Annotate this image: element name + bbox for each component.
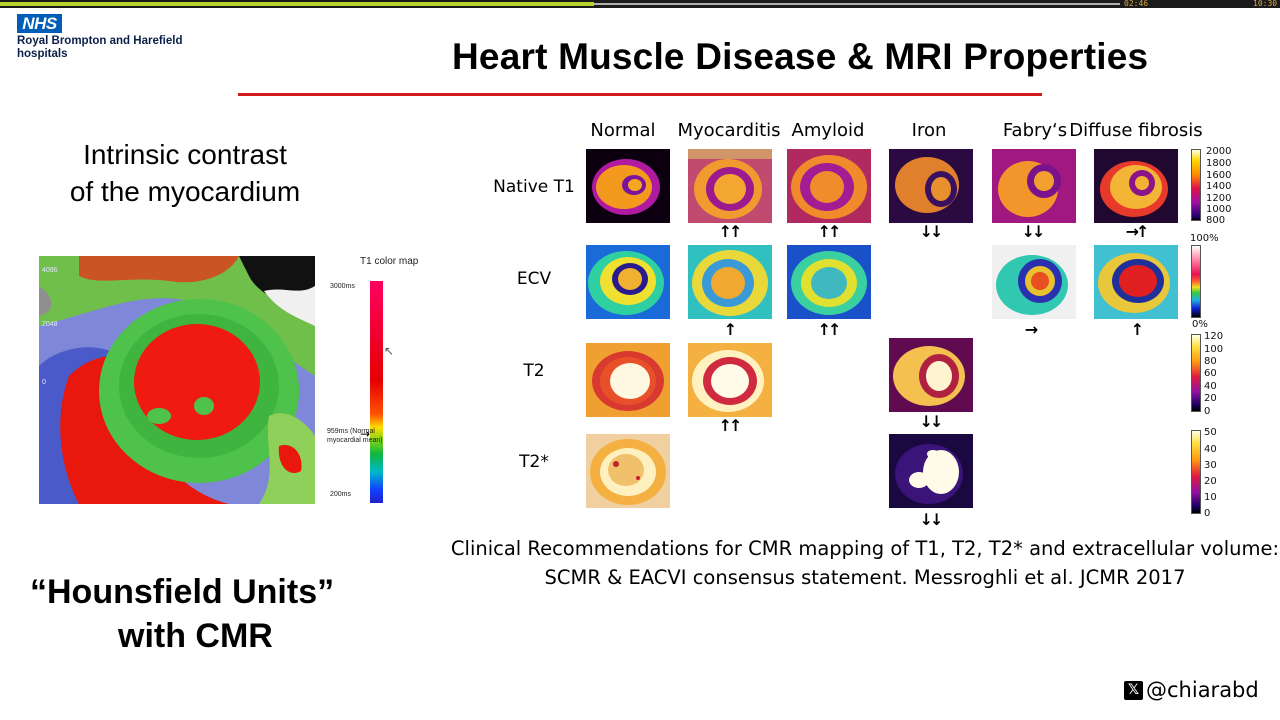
hounsfield-line2: with CMR [118,617,273,655]
arrow-up-up-icon: ↑↑ [718,416,743,435]
t2-star-scale-label: 40 [1204,444,1217,455]
t2-scale-label: 60 [1204,368,1217,379]
row-header-t2-star: T2* [519,452,549,472]
intrinsic-contrast-line2: of the myocardium [69,176,301,207]
arrow-down-down-icon: ↓↓ [919,510,944,529]
t2-scale-label: 100 [1204,344,1224,355]
t2-scale-label: 0 [1204,406,1211,417]
nhs-logo: NHS [17,14,62,33]
t2-normal-image [586,343,670,417]
x-logo-icon: 𝕏 [1124,681,1143,700]
slide-title: Heart Muscle Disease & MRI Properties [452,36,1149,77]
ghost-scale-label: 4096 [42,267,58,274]
native-t1-diffuse-fibrosis-image [1094,149,1178,223]
hounsfield-line1: “Hounsfield Units” [30,573,335,611]
ecv-fabry-image [992,245,1076,319]
t1-scale-label: 1200 [1206,193,1232,204]
arrow-down-down-icon: ↓↓ [919,222,944,241]
ecv-normal-image [586,245,670,319]
column-header-fabry: Fabry‘s [1002,120,1068,141]
arrow-down-down-icon: ↓↓ [919,412,944,431]
t1-scale-label: 1600 [1206,170,1232,181]
title-divider [238,93,1042,96]
t2-scale-bar [1191,334,1201,412]
row-header-ecv: ECV [516,269,552,289]
arrow-up-up-icon: ↑↑ [718,222,743,241]
t1-scale-label: 2000 [1206,146,1232,157]
t2-star-scale-bar [1191,430,1201,514]
video-progress-fill [0,2,594,6]
reference-line2: SCMR & EACVI consensus statement. Messro… [544,566,1186,589]
reference-citation: Clinical Recommendations for CMR mapping… [440,534,1280,592]
t2-scale-label: 20 [1204,393,1217,404]
ghost-scale-label: 0 [42,379,46,386]
arrow-up-up-icon: ↑↑ [817,320,842,339]
t1-scale-label: 800 [1206,215,1226,226]
arrow-up-icon: ↑ [1130,320,1145,339]
arrow-down-down-icon: ↓↓ [1021,222,1046,241]
t2-star-scale-label: 30 [1204,460,1217,471]
native-t1-amyloid-image [787,149,871,223]
t1-color-map-image [39,256,315,504]
ecv-amyloid-image [787,245,871,319]
t2-scale-label: 40 [1204,381,1217,392]
ecv-scale-bar [1191,245,1201,318]
intrinsic-contrast-line1: Intrinsic contrast [83,139,287,170]
social-handle: @chiarabd [1146,678,1259,702]
t2-star-scale-label: 10 [1204,492,1217,503]
t2-star-normal-image [586,434,670,508]
t1-colorbar [370,281,383,503]
row-header-t2: T2 [523,361,545,381]
t2-scale-label: 80 [1204,356,1217,367]
native-t1-iron-image [889,149,973,223]
t1-scale-bar [1191,149,1201,221]
video-progress-remaining [594,3,1120,5]
reference-line1: Clinical Recommendations for CMR mapping… [450,537,1280,560]
t1-colorbar-top-label: 3000ms [330,283,355,290]
arrow-up-up-icon: ↑↑ [817,222,842,241]
t1-scale-label: 1400 [1206,181,1232,192]
native-t1-normal-image [586,149,670,223]
org-name-line1: Royal Brompton and Harefield [17,35,183,47]
arrow-right-icon: → [1024,320,1039,339]
column-header-iron: Iron [911,120,947,141]
t1-colorbar-bottom-label: 200ms [330,491,352,498]
org-name-line2: hospitals [17,48,68,60]
column-header-diffuse-fibrosis: Diffuse fibrosis [1069,120,1203,141]
t2-iron-image [889,338,973,412]
native-t1-fabry-image [992,149,1076,223]
t2-star-scale-label: 50 [1204,427,1217,438]
t2-star-iron-image [889,434,973,508]
row-header-native-t1: Native T1 [493,177,575,197]
t1-colorbar-mid-label: myocardial mean) [327,437,383,444]
t2-scale-label: 120 [1204,331,1224,342]
t1-colorbar-title: T1 color map [360,256,419,267]
ecv-myocarditis-image [688,245,772,319]
column-header-myocarditis: Myocarditis [677,120,781,141]
ghost-scale-label: 2048 [42,321,58,328]
t1-scale-label: 1800 [1206,158,1232,169]
t2-star-scale-label: 20 [1204,476,1217,487]
arrow-right-up-icon: →↑ [1125,222,1150,241]
arrow-up-icon: ↑ [723,320,738,339]
total-time: 10:30 [1253,0,1278,8]
t1-scale-label: 1000 [1206,204,1232,215]
ecv-diffuse-fibrosis-image [1094,245,1178,319]
column-header-normal: Normal [590,120,656,141]
native-t1-myocarditis-image [688,149,772,223]
arrow-right-icon: → [360,427,371,441]
ecv-scale-label: 0% [1192,319,1208,330]
t1-colorbar-mid-label: 959ms (Normal [327,428,375,435]
t2-myocarditis-image [688,343,772,417]
ecv-scale-label: 100% [1190,233,1219,244]
elapsed-time: 02:46 [1124,0,1149,8]
t2-star-scale-label: 0 [1204,508,1211,519]
mouse-cursor-icon: ↖ [384,344,395,358]
column-header-amyloid: Amyloid [791,120,865,141]
